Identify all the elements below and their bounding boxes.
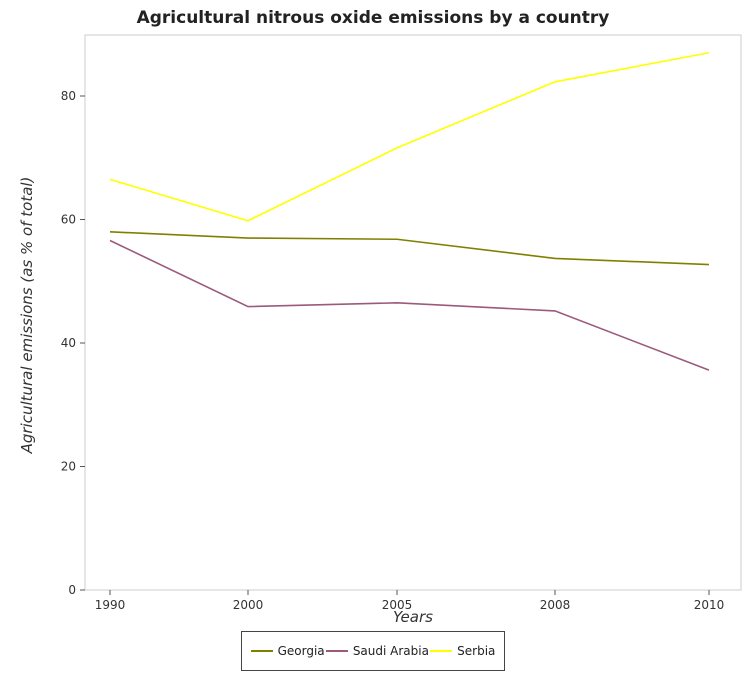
x-tick-label: 2000 [233,598,264,612]
series-line-serbia [109,51,710,222]
x-tick-label: 2008 [540,598,571,612]
x-axis: 1990 2000 2005 2008 2010 [95,590,725,612]
legend-item: Saudi Arabia [325,644,429,658]
series-line-saudi-arabia [109,239,710,371]
x-tick-label: 2010 [694,598,725,612]
legend-item: Georgia [250,644,325,658]
legend-swatch [430,650,453,652]
legend-label: Georgia [277,644,325,658]
y-tick-label: 0 [68,583,76,597]
plot-area [84,34,742,591]
y-axis-label: Agricultural emissions (as % of total) [18,177,36,455]
series-layer [109,51,710,371]
legend-swatch [250,650,273,652]
y-tick-label: 40 [61,336,76,350]
legend: Georgia Saudi Arabia Serbia [241,631,505,671]
y-axis: 0 20 40 60 80 [61,89,85,597]
chart-title: Agricultural nitrous oxide emissions by … [136,8,610,28]
legend-item: Serbia [430,644,495,658]
legend-swatch [325,650,348,652]
x-tick-label: 1990 [95,598,126,612]
series-line-georgia [109,231,710,266]
y-tick-label: 20 [61,460,76,474]
x-axis-label: Years [393,608,433,626]
x-tick-label: 2005 [382,598,413,612]
y-tick-label: 80 [61,89,76,103]
legend-label: Serbia [457,644,496,658]
y-tick-label: 60 [61,213,76,227]
legend-label: Saudi Arabia [352,644,429,658]
